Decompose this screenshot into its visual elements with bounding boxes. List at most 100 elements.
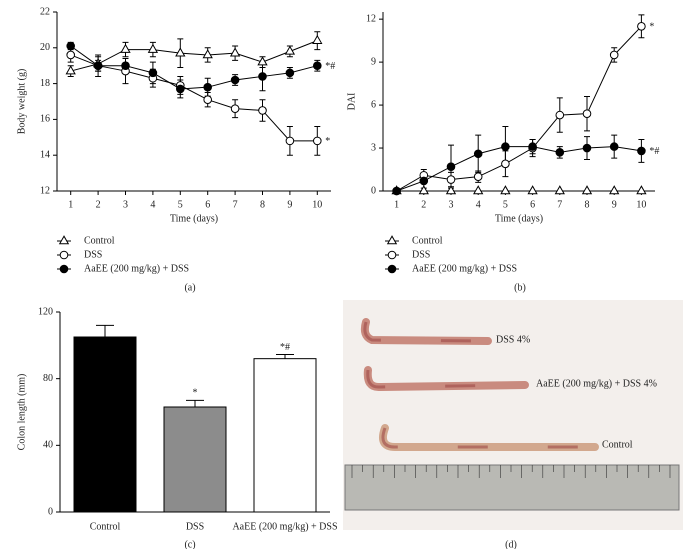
legend-label: AaEE (200 mg/kg) + DSS: [84, 263, 189, 274]
legend-marker: [59, 250, 69, 260]
point: [419, 176, 429, 186]
legend-marker: [386, 235, 398, 245]
point: [392, 186, 401, 196]
x-tick-label: 3: [449, 199, 454, 210]
point: [473, 172, 483, 181]
series-line: [70, 54, 318, 142]
point: [609, 142, 619, 151]
legend-label: Control: [412, 235, 443, 246]
y-axis-label: DAI: [346, 93, 357, 111]
point: [285, 136, 295, 146]
legend-marker: [387, 250, 397, 260]
point: [554, 185, 565, 195]
legend-label: DSS: [84, 249, 102, 260]
point: [501, 142, 510, 151]
point: [65, 65, 76, 75]
point: [285, 68, 295, 78]
panel-label: (c): [184, 539, 195, 549]
series-line: [396, 146, 642, 192]
x-tick-label: 5: [503, 199, 508, 210]
x-tick-label: 7: [233, 199, 238, 210]
y-tick-label: 12: [40, 185, 50, 196]
annotation: *#: [280, 342, 290, 353]
point: [313, 136, 322, 146]
x-tick-label: 10: [636, 199, 646, 210]
point: [230, 75, 240, 85]
y-tick-label: 12: [366, 13, 376, 24]
x-tick-label: 1: [394, 199, 399, 210]
point: [637, 146, 646, 156]
point: [473, 185, 484, 195]
point: [120, 43, 131, 53]
y-tick-label: 6: [371, 99, 376, 110]
y-tick-label: 9: [371, 56, 376, 67]
point: [501, 159, 510, 169]
x-tick-label: 10: [312, 199, 322, 210]
x-tick-label: Control: [90, 521, 121, 532]
x-tick-label: 6: [205, 199, 210, 210]
point: [258, 106, 267, 115]
point: [555, 148, 565, 157]
point: [202, 49, 213, 59]
legend-marker: [59, 264, 69, 274]
y-tick-label: 16: [40, 114, 50, 125]
y-tick-label: 18: [40, 78, 50, 89]
y-tick-label: 40: [43, 440, 53, 451]
point: [528, 142, 537, 151]
point: [147, 43, 159, 53]
y-tick-label: 0: [48, 506, 53, 517]
point: [555, 110, 565, 120]
panel-label: (a): [184, 282, 195, 293]
x-axis-label: Time (days): [170, 213, 218, 224]
point: [258, 72, 267, 81]
point: [582, 109, 592, 118]
annotation: *#: [649, 146, 659, 157]
point: [446, 162, 456, 171]
point: [121, 61, 130, 70]
x-tick-label: 8: [585, 199, 590, 210]
error-bar: [276, 354, 294, 359]
point: [637, 22, 646, 31]
x-tick-label: 5: [178, 199, 183, 210]
y-tick-label: 80: [43, 373, 53, 384]
x-axis-label: Time (days): [495, 213, 543, 224]
x-tick-label: 6: [530, 199, 535, 210]
point: [581, 185, 593, 195]
annotation: *: [649, 22, 654, 33]
point: [312, 34, 323, 44]
x-tick-label: DSS: [186, 521, 204, 532]
colon-shade: [366, 369, 526, 389]
bar: [163, 406, 227, 513]
bar: [253, 358, 317, 513]
x-tick-label: 2: [96, 199, 101, 210]
series-line: [70, 45, 318, 90]
x-tick-label: 4: [476, 199, 481, 210]
bar: [73, 336, 137, 513]
x-tick-label: 2: [421, 199, 426, 210]
y-tick-label: 20: [40, 42, 50, 53]
point: [175, 47, 186, 57]
colon-shade: [363, 321, 489, 343]
point: [257, 56, 268, 66]
legend-label: AaEE (200 mg/kg) + DSS: [412, 263, 517, 274]
x-tick-label: 8: [260, 199, 265, 210]
y-tick-label: 14: [40, 149, 50, 160]
y-axis-label: Body weight (g): [16, 69, 27, 135]
ruler: [344, 464, 680, 511]
y-tick-label: 0: [371, 185, 376, 196]
photo-label: DSS 4%: [496, 334, 530, 345]
series-line: [396, 25, 642, 192]
point: [93, 61, 103, 70]
point: [636, 185, 647, 195]
point: [500, 185, 511, 195]
point: [230, 104, 240, 113]
annotation: *: [325, 136, 330, 147]
point: [66, 50, 75, 60]
point: [313, 61, 322, 70]
point: [229, 47, 241, 57]
x-tick-label: 1: [68, 199, 73, 210]
point: [418, 185, 429, 195]
annotation: *#: [325, 61, 335, 72]
point: [527, 185, 538, 195]
